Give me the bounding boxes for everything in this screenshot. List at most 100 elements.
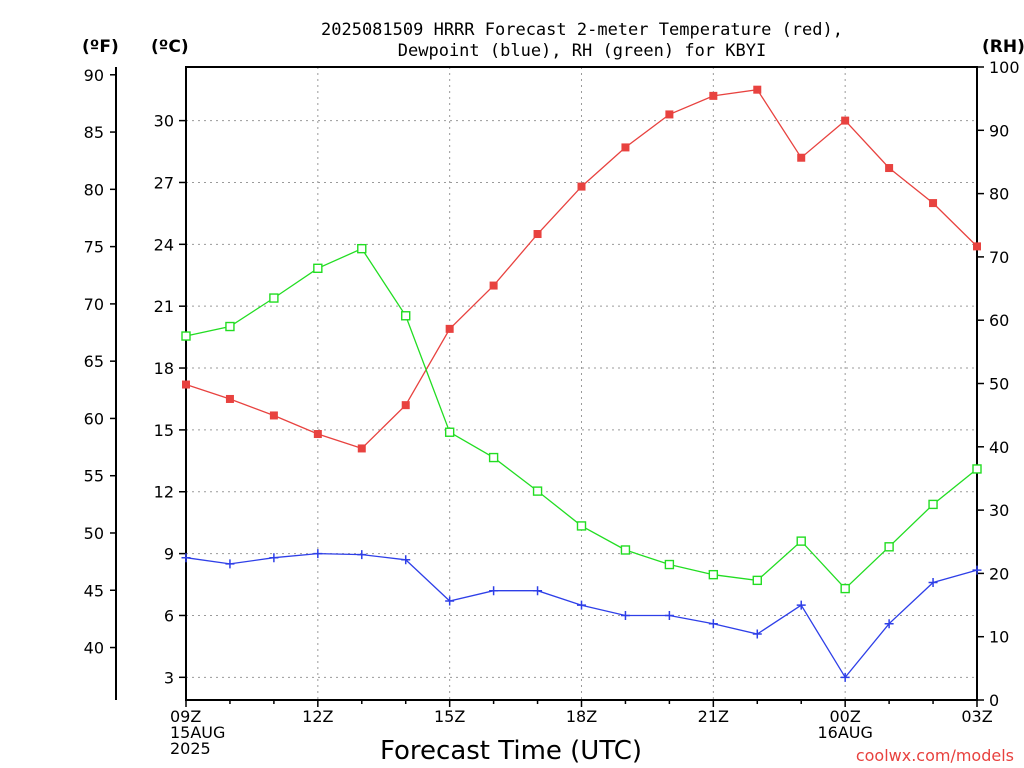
- dewpoint-point: [577, 600, 586, 610]
- rh-point: [181, 331, 191, 341]
- dewpoint-point: [972, 565, 982, 575]
- rh-point: [269, 293, 279, 303]
- dewpoint-point: [664, 610, 674, 620]
- fahrenheit-tick-label: 70: [84, 295, 104, 314]
- rh-tick-label: 0: [989, 691, 999, 710]
- dewpoint-point: [489, 586, 499, 596]
- temperature-point: [621, 143, 630, 152]
- title-line-2: Dewpoint (blue), RH (green) for KBYI: [398, 41, 766, 61]
- fahrenheit-unit-label: (ºF): [82, 37, 119, 57]
- dewpoint-point: [313, 549, 323, 559]
- celsius-axis: 3 6 9 12 15 18 21 24 27 30: [154, 112, 186, 687]
- temperature-point: [577, 182, 586, 191]
- dewpoint-point: [884, 619, 894, 629]
- rh-tick-label: 60: [989, 311, 1009, 330]
- rh-line: [185, 247, 978, 590]
- temperature-point: [665, 110, 674, 119]
- fahrenheit-tick-label: 60: [84, 409, 104, 428]
- dewpoint-point: [708, 619, 718, 629]
- celsius-tick-label: 3: [164, 668, 174, 687]
- temperature-point: [797, 153, 806, 162]
- x-tick-label: 03Z: [961, 707, 992, 726]
- dewpoint-point: [620, 610, 630, 620]
- temperature-point: [401, 401, 410, 410]
- rh-tick-label: 80: [989, 185, 1009, 204]
- celsius-tick-label: 30: [154, 112, 174, 131]
- fahrenheit-tick-label: 40: [84, 639, 104, 658]
- temperature-point: [709, 91, 718, 100]
- x-tick-label: 15Z: [434, 707, 465, 726]
- fahrenheit-tick-label: 90: [84, 66, 104, 85]
- x-date-label: 15AUG: [170, 723, 225, 742]
- celsius-tick-label: 15: [154, 421, 174, 440]
- fahrenheit-tick-label: 45: [84, 581, 104, 600]
- rh-point: [357, 243, 367, 254]
- rh-point: [620, 545, 631, 555]
- celsius-tick-label: 24: [154, 235, 174, 254]
- temperature-point: [929, 199, 938, 208]
- temperature-point: [533, 230, 542, 239]
- rh-axis: 0 10 20 30 40 50 60 70 80 90 100: [977, 58, 1020, 710]
- series-layer: [181, 85, 982, 682]
- temperature-point: [269, 411, 278, 420]
- dewpoint-point: [840, 672, 850, 682]
- dewpoint-point: [928, 577, 938, 587]
- dewpoint-point: [445, 596, 455, 606]
- rh-point: [444, 427, 455, 437]
- rh-point: [884, 542, 894, 552]
- rh-point: [752, 575, 762, 586]
- fahrenheit-axis: 40 45 50 55 60 65 70 75 80 85 90: [84, 66, 116, 658]
- rh-point: [840, 583, 850, 594]
- rh-tick-label: 90: [989, 121, 1009, 140]
- temperature-point: [753, 85, 762, 94]
- chart-title: 2025081509 HRRR Forecast 2-meter Tempera…: [321, 20, 843, 61]
- fahrenheit-tick-label: 55: [84, 467, 104, 486]
- fahrenheit-tick-label: 75: [84, 238, 104, 257]
- dewpoint-point: [401, 555, 411, 565]
- dewpoint-point: [533, 586, 543, 596]
- rh-point: [488, 452, 499, 463]
- rh-tick-label: 10: [989, 628, 1009, 647]
- rh-point: [576, 521, 587, 531]
- temperature-point: [885, 164, 894, 173]
- rh-point: [928, 499, 938, 510]
- x-tick-label: 00Z: [830, 707, 861, 726]
- x-tick-label: 09Z: [170, 707, 201, 726]
- rh-tick-label: 70: [989, 248, 1009, 267]
- celsius-unit-label: (ºC): [151, 37, 189, 57]
- dewpoint-point: [269, 553, 279, 563]
- temperature-point: [841, 116, 850, 125]
- temperature-point: [357, 444, 366, 453]
- temperature-point: [313, 430, 322, 439]
- rh-point: [708, 569, 719, 580]
- rh-point: [532, 486, 543, 496]
- rh-point: [972, 464, 982, 474]
- dewpoint-point: [796, 600, 806, 610]
- temperature-point: [182, 380, 190, 389]
- x-date-label: 2025: [170, 739, 211, 758]
- fahrenheit-tick-label: 65: [84, 352, 104, 371]
- fahrenheit-tick-label: 85: [84, 123, 104, 142]
- rh-point: [796, 536, 806, 546]
- celsius-tick-label: 27: [154, 173, 174, 192]
- x-axis-label: Forecast Time (UTC): [380, 736, 642, 766]
- dewpoint-point: [357, 550, 367, 560]
- x-date-label: 16AUG: [817, 723, 872, 742]
- celsius-tick-label: 18: [154, 359, 174, 378]
- temperature-point: [445, 324, 454, 333]
- rh-tick-label: 50: [989, 375, 1009, 394]
- temperature-line: [185, 88, 978, 450]
- rh-tick-label: 30: [989, 501, 1009, 520]
- celsius-tick-label: 21: [154, 297, 174, 316]
- fahrenheit-tick-label: 50: [84, 524, 104, 543]
- dewpoint-point: [181, 553, 191, 563]
- rh-tick-label: 20: [989, 564, 1009, 583]
- credit-label: coolwx.com/models: [856, 746, 1014, 765]
- rh-tick-label: 100: [989, 58, 1020, 77]
- x-tick-label: 21Z: [698, 707, 729, 726]
- rh-point: [225, 321, 235, 332]
- celsius-tick-label: 12: [154, 483, 174, 502]
- temperature-point: [489, 281, 498, 290]
- rh-point: [401, 311, 411, 321]
- x-tick-label: 12Z: [302, 707, 333, 726]
